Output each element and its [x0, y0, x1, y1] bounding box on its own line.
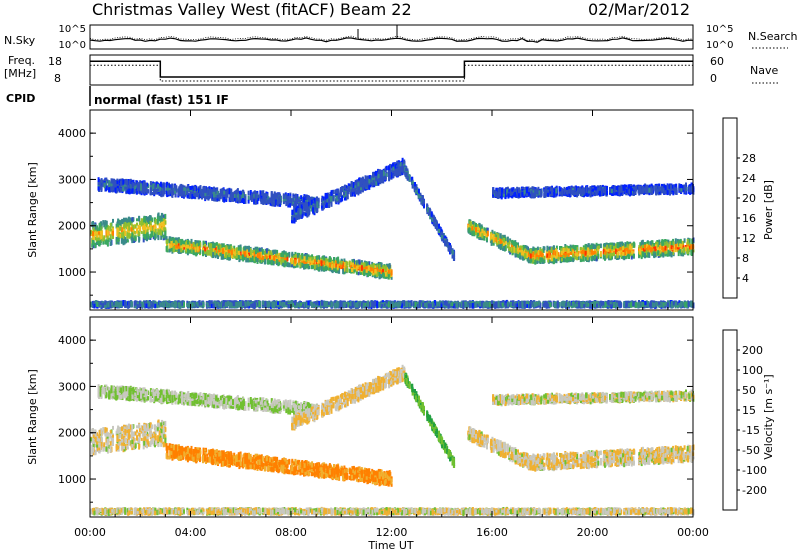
frequency-line — [90, 60, 693, 78]
power-colorbar-frame — [722, 117, 738, 299]
noise-tick-hi-right: 10^5 — [706, 24, 733, 35]
nave-tick-low: 0 — [710, 72, 717, 85]
velocity-colorbar-tick-label: 15 — [742, 404, 756, 417]
velocity-band-f4 — [529, 444, 695, 472]
velocity-band-f2 — [165, 443, 393, 487]
velocity-band-f3 — [467, 426, 532, 471]
power-y-axis-label: Slant Range [km] — [26, 162, 39, 258]
power-band-upper-2 — [291, 157, 406, 224]
y-tick-label: 1000 — [58, 473, 86, 486]
y-tick-label: 3000 — [58, 380, 86, 393]
noise-tick-lo-right: 10^0 — [706, 40, 733, 51]
power-panel-frame — [89, 109, 694, 311]
y-tick-label: 2000 — [58, 427, 86, 440]
x-tick-label: 20:00 — [577, 526, 609, 539]
nave-tick-high: 60 — [710, 55, 724, 68]
station-title: Christmas Valley West (fitACF) — [92, 0, 335, 19]
freq-label-1: Freq. — [8, 54, 35, 67]
velocity-band-e — [90, 506, 695, 517]
velocity-colorbar-tick-label: -50 — [742, 444, 760, 457]
power-colorbar-tick-label: 20 — [742, 192, 756, 205]
x-tick-label: 16:00 — [476, 526, 508, 539]
x-tick-label: 04:00 — [175, 526, 207, 539]
power-colorbar-tick-label: 16 — [742, 212, 756, 225]
velocity-colorbar-frame — [722, 329, 738, 511]
noise-tick-hi-left: 10^5 — [59, 24, 86, 35]
power-scatter-data — [90, 157, 695, 310]
y-tick-label: 2000 — [58, 220, 86, 233]
velocity-colorbar-tick-label: 50 — [742, 384, 756, 397]
cpid-text: normal (fast) 151 IF — [94, 93, 229, 107]
velocity-y-axis: 1000 2000 3000 4000 — [58, 316, 693, 503]
y-tick-label: 4000 — [58, 334, 86, 347]
power-band-upper-3 — [404, 165, 456, 261]
velocity-band-upper-1 — [97, 384, 319, 418]
velocity-scatter-data — [90, 364, 695, 517]
power-colorbar-tick-label: 8 — [742, 252, 749, 265]
x-tick-label: 08:00 — [275, 526, 307, 539]
nave-line — [90, 64, 693, 82]
y-tick-label: 1000 — [58, 266, 86, 279]
noise-sky-line — [89, 37, 694, 43]
velocity-y-axis-label: Slant Range [km] — [26, 369, 39, 465]
power-y-axis: 1000 2000 3000 4000 — [58, 109, 693, 296]
velocity-band-f1 — [90, 419, 167, 456]
velocity-colorbar-tick-label: 200 — [742, 344, 763, 357]
y-tick-label: 4000 — [58, 127, 86, 140]
x-axis-label: Time UT — [367, 539, 413, 552]
power-band-upper-4 — [492, 182, 695, 200]
power-band-f1 — [90, 212, 167, 249]
noise-search-line — [89, 35, 694, 42]
velocity-colorbar-label: Velocity [m s⁻¹] — [762, 374, 775, 459]
noise-panel-frame — [89, 24, 694, 50]
y-tick-label: 3000 — [58, 173, 86, 186]
freq-tick-high: 18 — [48, 55, 62, 68]
freq-label-2: [MHz] — [4, 67, 36, 80]
nsearch-label: N.Search — [748, 30, 798, 43]
velocity-colorbar-tick-label: -100 — [742, 464, 767, 477]
velocity-panel-frame — [89, 316, 694, 518]
velocity-band-upper-4 — [492, 389, 695, 407]
frequency-panel-frame — [89, 54, 694, 86]
cpid-label: CPID — [6, 92, 35, 105]
power-band-upper-1 — [97, 177, 319, 211]
power-band-f4 — [529, 237, 695, 265]
power-colorbar: 4 8 12 16 20 24 28 — [722, 117, 756, 299]
date-label: 02/Mar/2012 — [588, 0, 690, 19]
power-band-f3 — [467, 219, 532, 264]
velocity-colorbar-tick-label: 100 — [742, 364, 763, 377]
nsky-label: N.Sky — [4, 34, 36, 47]
power-band-e — [90, 299, 695, 310]
velocity-band-upper-3 — [404, 372, 456, 468]
velocity-colorbar: 200 100 50 15 -15 -50 -100 -200 — [722, 329, 767, 511]
time-x-axis: 00:00 04:00 08:00 12:00 16:00 20:00 00:00 — [74, 110, 709, 539]
freq-tick-low: 8 — [54, 72, 61, 85]
beam-label: Beam 22 — [340, 0, 412, 19]
nave-label: Nave — [750, 64, 778, 77]
power-colorbar-tick-label: 4 — [742, 272, 749, 285]
noise-tick-lo-left: 10^0 — [59, 40, 86, 51]
x-tick-label: 00:00 — [74, 526, 106, 539]
power-colorbar-tick-label: 12 — [742, 232, 756, 245]
x-tick-label: 00:00 — [677, 526, 709, 539]
x-tick-label: 12:00 — [376, 526, 408, 539]
power-colorbar-tick-label: 24 — [742, 172, 756, 185]
velocity-colorbar-tick-label: -200 — [742, 484, 767, 497]
power-band-f2 — [165, 236, 393, 280]
velocity-colorbar-tick-label: -15 — [742, 424, 760, 437]
power-colorbar-tick-label: 28 — [742, 152, 756, 165]
velocity-band-upper-2 — [291, 364, 406, 431]
power-colorbar-label: Power [dB] — [762, 180, 775, 240]
